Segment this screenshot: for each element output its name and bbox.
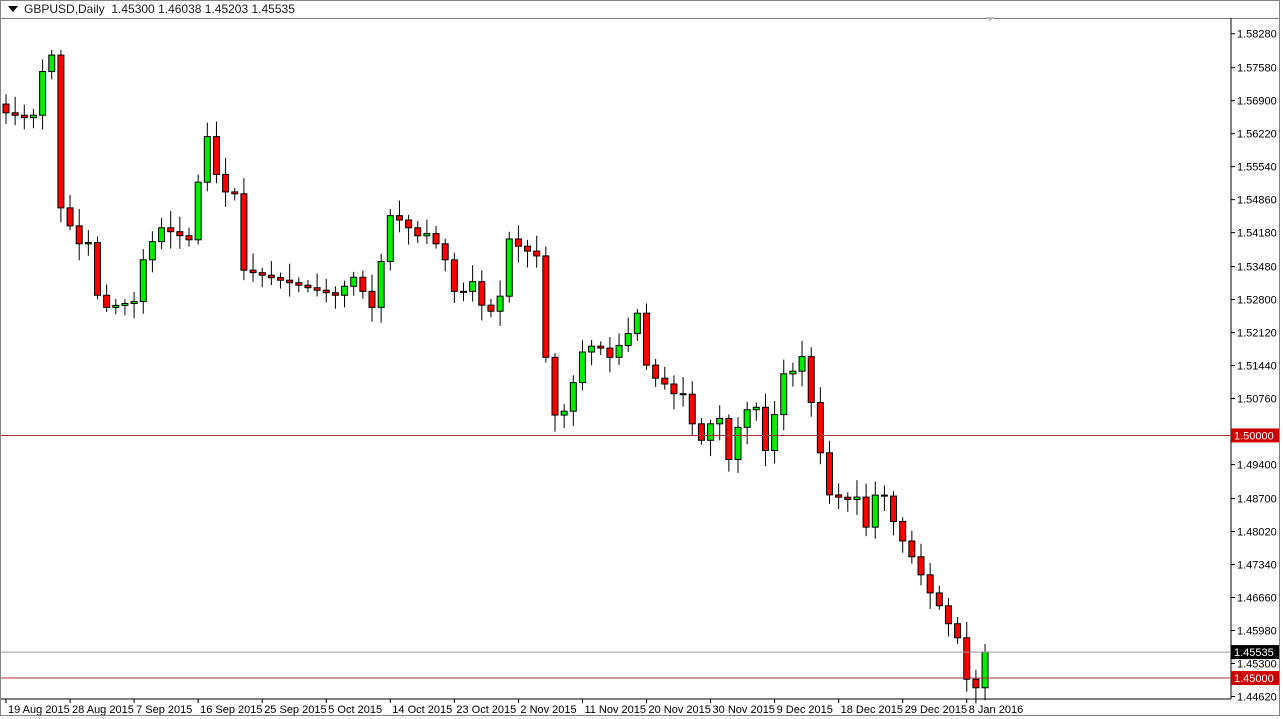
svg-text:1.53480: 1.53480 bbox=[1237, 262, 1277, 274]
svg-text:1.56900: 1.56900 bbox=[1237, 96, 1277, 108]
svg-text:11 Nov 2015: 11 Nov 2015 bbox=[584, 704, 646, 716]
svg-text:19 Aug 2015: 19 Aug 2015 bbox=[8, 704, 70, 716]
svg-text:1.55540: 1.55540 bbox=[1237, 162, 1277, 174]
svg-text:30 Nov 2015: 30 Nov 2015 bbox=[713, 704, 775, 716]
svg-text:25 Sep 2015: 25 Sep 2015 bbox=[264, 704, 326, 716]
svg-text:1.56220: 1.56220 bbox=[1237, 129, 1277, 141]
svg-text:5 Oct 2015: 5 Oct 2015 bbox=[328, 704, 382, 716]
svg-text:28 Aug 2015: 28 Aug 2015 bbox=[72, 704, 134, 716]
svg-text:1.45980: 1.45980 bbox=[1237, 625, 1277, 637]
svg-text:23 Oct 2015: 23 Oct 2015 bbox=[456, 704, 516, 716]
svg-text:29 Dec 2015: 29 Dec 2015 bbox=[905, 704, 967, 716]
svg-text:1.44620: 1.44620 bbox=[1237, 691, 1277, 703]
svg-text:1.52800: 1.52800 bbox=[1237, 295, 1277, 307]
svg-text:1.54860: 1.54860 bbox=[1237, 195, 1277, 207]
svg-text:1.50760: 1.50760 bbox=[1237, 394, 1277, 406]
svg-text:1.52120: 1.52120 bbox=[1237, 328, 1277, 340]
svg-text:1.58280: 1.58280 bbox=[1237, 29, 1277, 41]
svg-text:1.49400: 1.49400 bbox=[1237, 460, 1277, 472]
svg-text:7 Sep 2015: 7 Sep 2015 bbox=[136, 704, 192, 716]
svg-text:9 Dec 2015: 9 Dec 2015 bbox=[777, 704, 833, 716]
svg-text:14 Oct 2015: 14 Oct 2015 bbox=[392, 704, 452, 716]
svg-text:1.54180: 1.54180 bbox=[1237, 228, 1277, 240]
svg-text:1.48020: 1.48020 bbox=[1237, 527, 1277, 539]
svg-text:1.57580: 1.57580 bbox=[1237, 63, 1277, 75]
svg-text:1.46660: 1.46660 bbox=[1237, 593, 1277, 605]
svg-text:1.45535: 1.45535 bbox=[1234, 647, 1274, 659]
svg-text:1.50000: 1.50000 bbox=[1234, 430, 1274, 442]
svg-text:18 Dec 2015: 18 Dec 2015 bbox=[841, 704, 903, 716]
svg-text:1.47340: 1.47340 bbox=[1237, 560, 1277, 572]
svg-text:16 Sep 2015: 16 Sep 2015 bbox=[200, 704, 262, 716]
svg-text:20 Nov 2015: 20 Nov 2015 bbox=[649, 704, 711, 716]
svg-text:1.45300: 1.45300 bbox=[1237, 658, 1277, 670]
svg-text:1.51440: 1.51440 bbox=[1237, 361, 1277, 373]
svg-text:1.48700: 1.48700 bbox=[1237, 494, 1277, 506]
svg-text:1.45000: 1.45000 bbox=[1234, 673, 1274, 685]
svg-text:2 Nov 2015: 2 Nov 2015 bbox=[520, 704, 576, 716]
svg-text:8 Jan 2016: 8 Jan 2016 bbox=[969, 704, 1023, 716]
